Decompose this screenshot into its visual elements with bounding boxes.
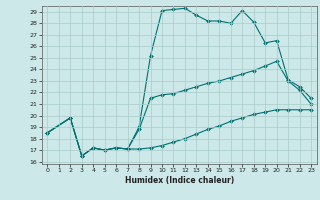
X-axis label: Humidex (Indice chaleur): Humidex (Indice chaleur) [124, 176, 234, 185]
